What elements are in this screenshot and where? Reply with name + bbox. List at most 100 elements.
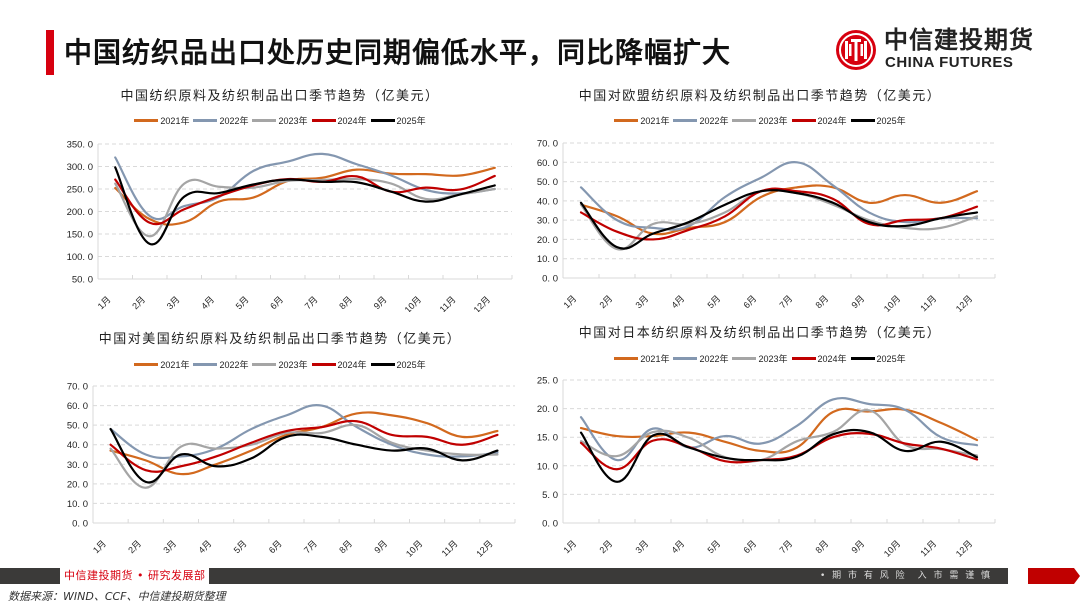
legend-item: 2021年 [134,358,189,371]
chart-title: 中国对日本纺织原料及纺织制品出口季节趋势（亿美元） [578,326,942,341]
y-tick-label: 10. 0 [537,461,558,472]
legend-swatch [614,119,639,122]
y-tick-label: 10. 0 [67,499,88,510]
footer-brand: 中信建投期货 • 研究发展部 [60,568,210,584]
x-tick-label: 11月 [918,293,938,312]
series-line-2021 [109,411,499,476]
legend-swatch [850,119,875,122]
x-tick-label: 10月 [404,538,425,558]
chart-title: 中国对欧盟纺织原料及纺织制品出口季节趋势（亿美元） [578,89,942,104]
legend-label: 2021年 [160,116,190,126]
legend-item: 2023年 [732,352,788,365]
legend-label: 2025年 [396,360,426,370]
legend-swatch [134,119,159,122]
x-tick-label: 8月 [813,293,830,310]
chart-us-exports: 中国对美国纺织原料及纺织制品出口季节趋势（亿美元） 2021年 2022年 2023… [40,318,520,558]
chart-title: 中国纺织原料及纺织制品出口季节趋势（亿美元） [120,89,440,104]
citic-logo-icon [836,30,876,70]
chart-plot: 50. 0 100. 0 150. 0 200. 0 250. 0 300. 0 350. … [67,140,513,312]
legend-swatch [134,363,159,366]
chart-legend: 2021年 2022年 2023年 2024年 2025年 [520,114,1000,127]
series-line-2022 [579,161,979,231]
chart-legend: 2021年 2022年 2023年 2024年 2025年 [40,358,520,371]
x-tick-label: 4月 [669,538,686,555]
y-tick-label: 25. 0 [537,376,558,387]
x-tick-label: 12月 [474,538,495,558]
legend-item: 2022年 [193,114,248,127]
legend-label: 2022年 [219,360,249,370]
x-tick-label: 5月 [232,538,249,555]
x-tick-label: 7月 [777,293,794,310]
y-tick-label: 100. 0 [67,252,93,263]
legend-swatch [791,357,816,360]
series-line-2023 [109,423,499,489]
x-tick-label: 9月 [372,538,389,555]
data-source-note: 数据来源：WIND、CCF、中信建投期货整理 [8,590,226,603]
legend-label: 2024年 [337,116,367,126]
legend-label: 2021年 [640,116,670,126]
legend-item: 2021年 [614,114,669,127]
legend-item: 2024年 [311,114,367,127]
x-tick-label: 2月 [130,294,147,311]
x-tick-label: 7月 [303,294,320,311]
series-line-2021 [114,166,496,226]
x-tick-label: 3月 [633,293,650,310]
y-tick-label: 40. 0 [67,440,88,451]
legend-item: 2022年 [673,114,728,127]
y-tick-label: 10. 0 [537,254,558,265]
series-line-2025 [579,428,979,483]
y-tick-label: 200. 0 [67,207,93,218]
y-tick-label: 5. 0 [542,490,558,501]
legend-swatch [370,119,395,122]
legend-swatch [252,119,277,122]
legend-label: 2022年 [219,116,249,126]
legend-swatch [311,119,336,122]
series-line-2024 [579,187,979,241]
x-tick-label: 9月 [849,293,866,310]
y-tick-label: 60. 0 [537,158,558,169]
y-tick-label: 15. 0 [537,433,558,444]
legend-item: 2025年 [370,114,426,127]
y-tick-label: 350. 0 [67,140,93,151]
x-tick-label: 9月 [849,538,866,555]
x-tick-label: 8月 [337,294,354,311]
x-tick-label: 4月 [669,293,686,310]
chart-title: 中国对美国纺织原料及纺织制品出口季节趋势（亿美元） [98,332,462,347]
legend-label: 2025年 [876,354,906,364]
legend-label: 2023年 [278,116,308,126]
company-logo: 中信建投期货 CHINA FUTURES [834,26,1034,76]
legend-label: 2021年 [160,360,190,370]
legend-swatch [732,119,757,122]
legend-swatch [791,119,816,122]
legend-label: 2025年 [876,116,906,126]
series-line-2024 [579,432,979,471]
y-tick-label: 150. 0 [67,230,93,241]
y-tick-label: 40. 0 [537,196,558,207]
legend-swatch [673,119,698,122]
y-tick-label: 30. 0 [67,460,88,471]
x-tick-label: 12月 [954,293,975,312]
x-tick-label: 10月 [882,293,903,312]
legend-item: 2024年 [791,114,847,127]
legend-swatch [193,363,218,366]
legend-swatch [732,357,757,360]
legend-label: 2024年 [817,354,847,364]
x-tick-label: 3月 [165,294,182,311]
x-tick-label: 4月 [199,294,216,311]
y-tick-label: 70. 0 [67,382,88,393]
series-line-2024 [109,419,499,473]
series-line-2023 [579,409,979,463]
series-line-2025 [109,427,499,484]
x-tick-label: 5月 [234,294,251,311]
chart-total-exports: 中国纺织原料及纺织制品出口季节趋势（亿美元） 2021年 2022年 2023年 20… [40,80,520,312]
legend-label: 2024年 [817,116,847,126]
y-tick-label: 60. 0 [67,401,88,412]
x-tick-label: 6月 [267,538,284,555]
x-tick-label: 3月 [161,538,178,555]
x-tick-label: 11月 [440,538,460,558]
x-tick-label: 4月 [197,538,214,555]
y-tick-label: 20. 0 [537,235,558,246]
logo-chinese-name: 中信建投期货 [884,26,1034,54]
y-tick-label: 70. 0 [537,139,558,150]
x-tick-label: 10月 [882,538,903,558]
